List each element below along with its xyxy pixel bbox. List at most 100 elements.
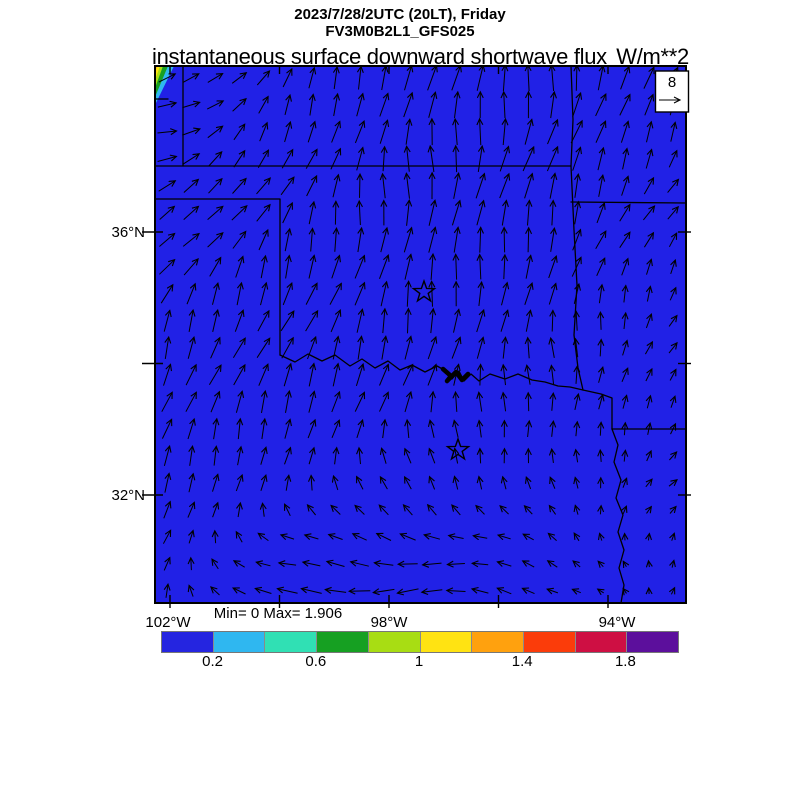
wind-arrow [303, 533, 319, 540]
wind-arrow [354, 281, 366, 306]
wind-arrow [643, 176, 655, 195]
wind-arrow [622, 560, 630, 569]
wind-arrow [546, 587, 559, 595]
wind-arrow [276, 586, 298, 594]
wind-arrow [451, 336, 462, 359]
wind-arrow [257, 149, 270, 169]
wind-arrow [235, 390, 245, 413]
wind-arrow [598, 173, 606, 197]
wind-arrow [597, 338, 605, 357]
colorbar-label-0.6: 0.6 [305, 653, 327, 670]
wind-arrow [645, 478, 653, 488]
wind-arrow [212, 282, 220, 305]
wind-arrow [549, 476, 556, 489]
wind-arrow [546, 560, 558, 568]
wind-arrow [548, 504, 557, 515]
wind-arrow [645, 505, 653, 514]
wind-arrow [597, 560, 605, 568]
wind-arrow [207, 232, 224, 248]
state-line [582, 389, 613, 430]
wind-arrow [210, 390, 221, 413]
wind-arrow [475, 504, 485, 515]
lat-label-32n: 32°N [111, 487, 145, 504]
wind-arrow [308, 227, 316, 252]
wind-arrow [305, 309, 319, 332]
wind-arrow [645, 532, 653, 541]
wind-arrow [211, 558, 219, 570]
wind-arrow [499, 172, 511, 199]
wind-arrow [645, 559, 653, 568]
wind-arrow [259, 121, 269, 142]
wind-arrow [356, 172, 364, 198]
wind-arrow [620, 505, 628, 514]
wind-arrow [380, 145, 388, 172]
lon-label-98w: 98°W [370, 614, 408, 631]
wind-arrow [284, 389, 292, 413]
wind-arrow [158, 180, 177, 192]
wind-arrow [232, 97, 247, 112]
wind-arrow [332, 200, 340, 225]
wind-arrow [232, 337, 246, 359]
wind-arrow [620, 66, 631, 90]
wind-arrow [499, 145, 510, 172]
wind-arrow [182, 127, 202, 136]
wind-arrow [427, 144, 435, 173]
wind-arrow [621, 477, 628, 488]
wind-arrow [525, 226, 533, 253]
wind-arrow [549, 199, 557, 226]
wind-arrow [280, 176, 295, 196]
wind-arrow [597, 504, 605, 515]
wind-arrow [427, 363, 438, 386]
wind-arrow [619, 231, 631, 248]
wind-arrow [573, 504, 581, 515]
colorbar-segment [472, 632, 524, 652]
wind-arrow [280, 310, 295, 332]
wind-arrow [501, 336, 509, 359]
wind-arrow [476, 419, 484, 438]
wind-arrow [183, 178, 200, 193]
wind-arrow [188, 444, 196, 466]
wind-arrow [380, 307, 388, 334]
wind-arrow [212, 473, 220, 492]
wind-arrow [325, 559, 345, 567]
lon-label-94w: 94°W [598, 614, 636, 631]
wind-arrow [260, 474, 268, 491]
wind-arrow [521, 560, 535, 568]
wind-arrow [186, 282, 197, 305]
wind-arrow [281, 148, 294, 169]
wind-arrow [380, 418, 388, 439]
wind-arrow [209, 256, 222, 277]
wind-arrow [572, 337, 580, 358]
wind-arrow [597, 421, 605, 436]
wind-arrow [379, 391, 390, 412]
wind-arrow [477, 226, 484, 253]
wind-arrow [307, 474, 315, 491]
wind-arrow [427, 419, 435, 438]
reference-vector-box: 8 [654, 70, 690, 113]
wind-arrow [402, 363, 414, 386]
wind-arrow [523, 505, 533, 515]
wind-arrow [428, 475, 436, 490]
wind-arrow [570, 119, 583, 144]
wind-arrow [284, 120, 293, 143]
wind-arrow [667, 205, 679, 220]
wind-arrow [258, 228, 269, 251]
wind-arrow [260, 281, 269, 306]
wind-arrow [470, 560, 489, 568]
wind-arrow [501, 66, 509, 92]
wind-arrow [669, 286, 677, 301]
state-line [155, 198, 281, 356]
wind-arrow [452, 117, 460, 146]
wind-arrow [644, 93, 655, 116]
wind-arrow [573, 420, 581, 437]
wind-arrow [669, 422, 677, 435]
wind-arrow [573, 66, 581, 91]
wind-arrow [447, 533, 464, 541]
wind-arrow [402, 503, 413, 516]
wind-arrow [669, 532, 676, 541]
wind-arrow [305, 282, 318, 305]
wind-arrow [236, 445, 244, 466]
wind-arrow [572, 560, 581, 568]
wind-arrow [356, 146, 365, 171]
wind-arrow [548, 364, 556, 385]
